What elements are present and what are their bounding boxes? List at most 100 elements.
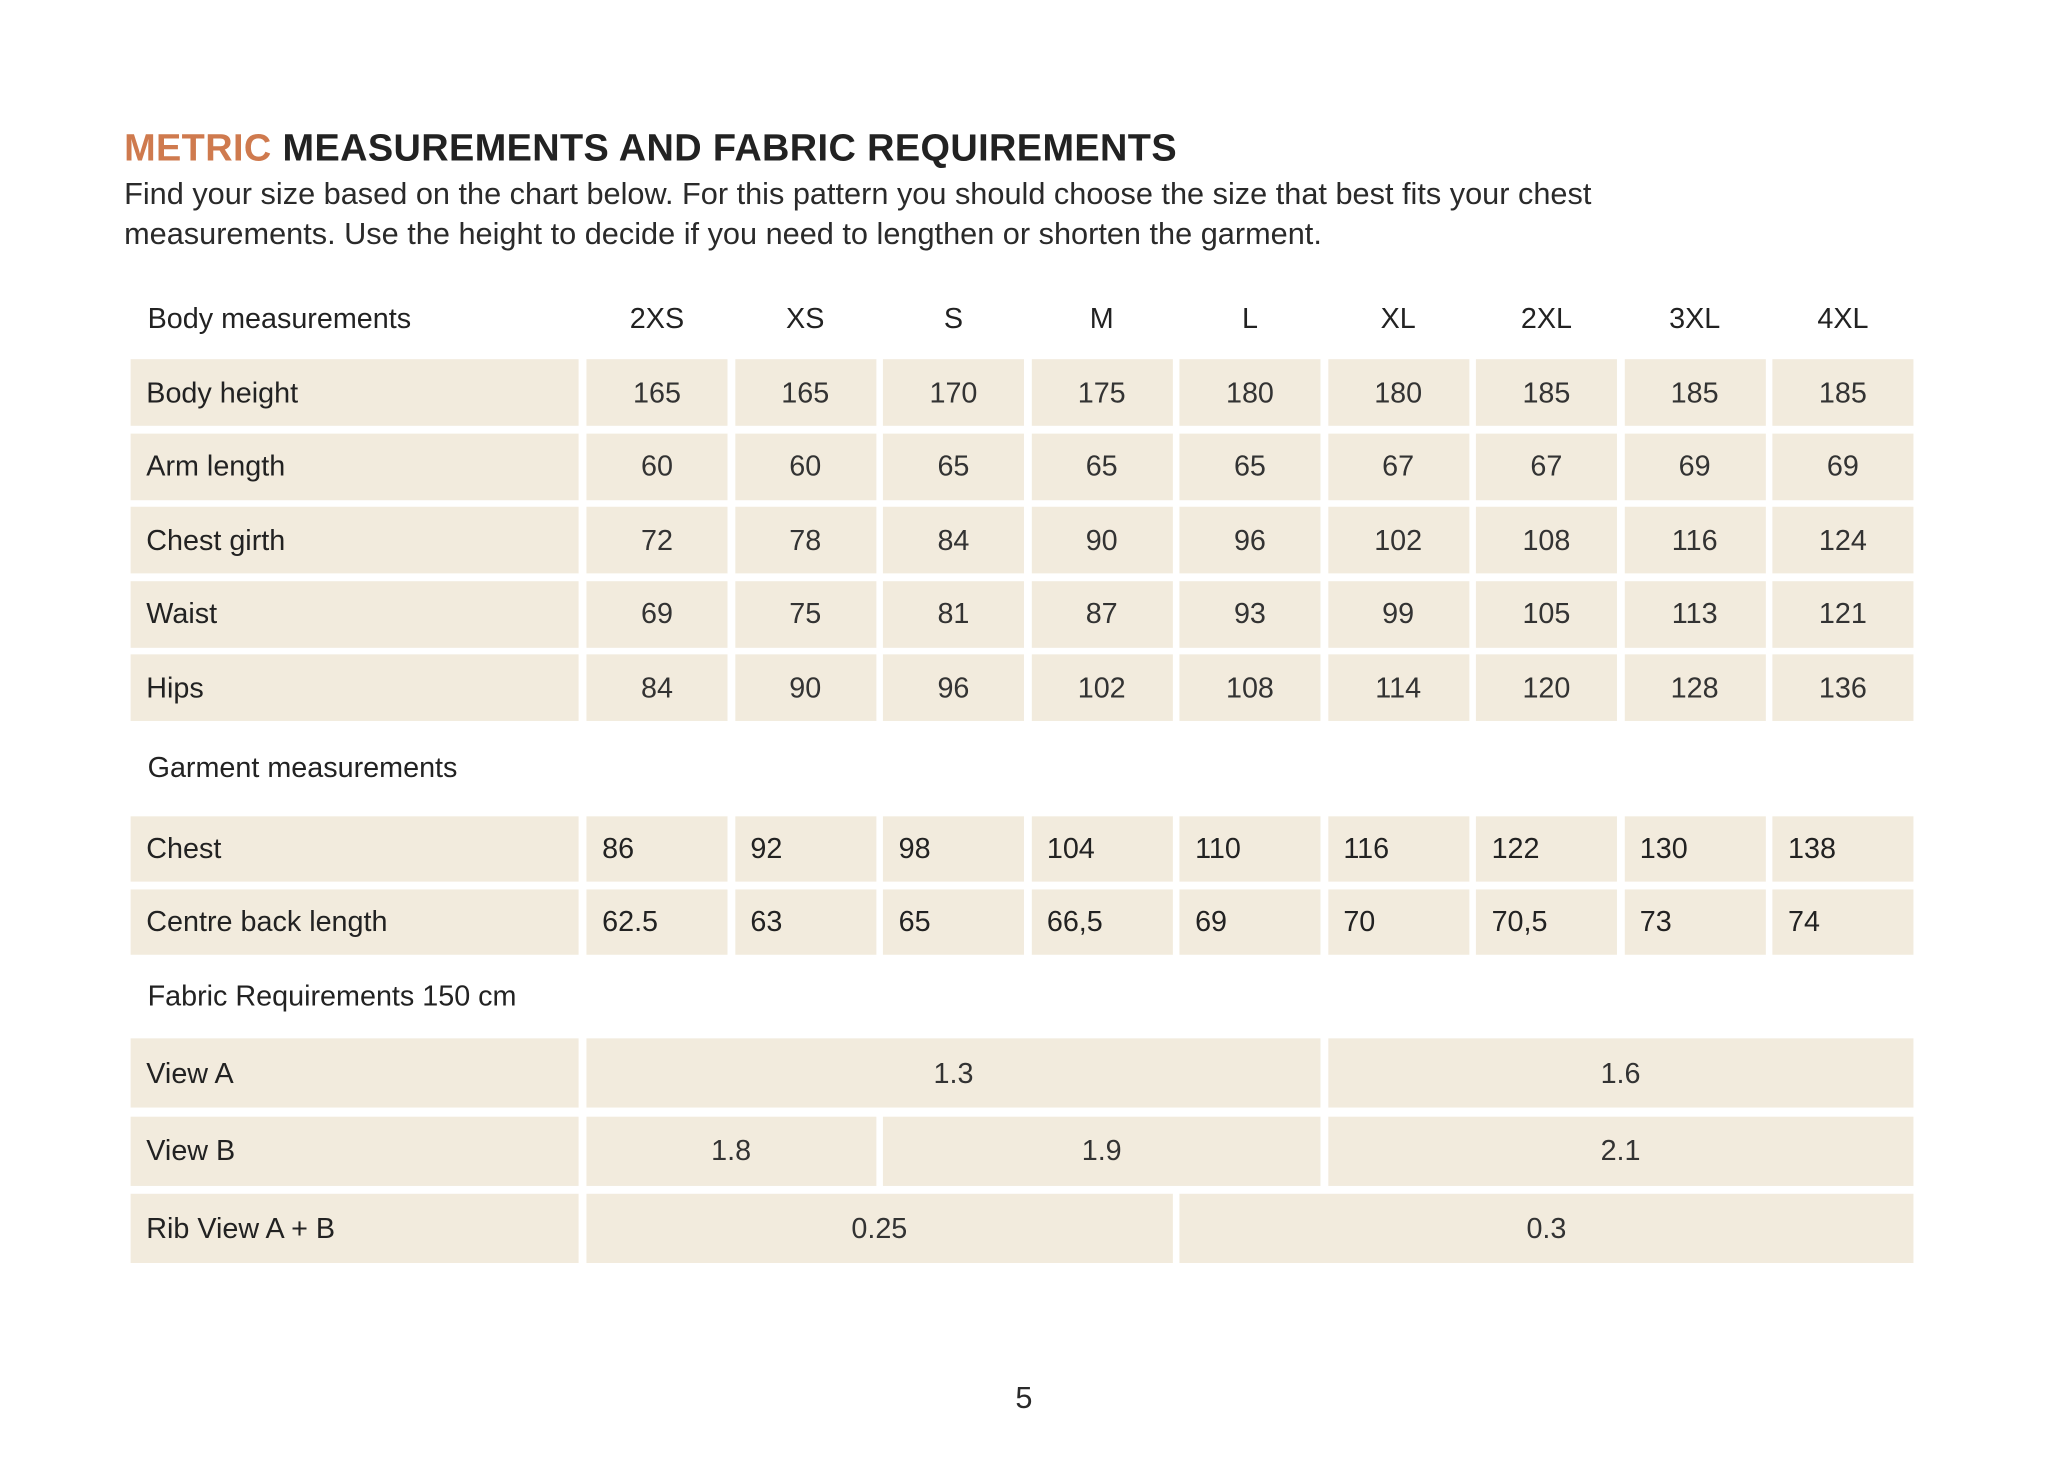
value-cell: 78 — [734, 506, 876, 574]
size-header: 4XL — [1817, 301, 1869, 335]
value-cell: 108 — [1475, 506, 1617, 574]
description-line: Find your size based on the chart below.… — [124, 176, 1592, 211]
value-cell: 65 — [1031, 432, 1173, 500]
value-cell: 75 — [734, 580, 876, 648]
row-label: Waist — [130, 580, 579, 648]
value-cell: 60 — [734, 432, 876, 500]
value-cell: 70 — [1327, 889, 1469, 955]
value-cell: 130 — [1624, 816, 1766, 882]
value-cell: 122 — [1475, 816, 1617, 882]
value-cell: 69 — [1772, 432, 1914, 500]
value-cell: 2.1 — [1327, 1116, 1914, 1186]
value-cell: 73 — [1624, 889, 1766, 955]
size-header: 3XL — [1669, 301, 1721, 335]
value-cell: 116 — [1327, 816, 1469, 882]
value-cell: 96 — [882, 654, 1024, 721]
value-cell: 63 — [734, 889, 876, 955]
value-cell: 0.25 — [586, 1193, 1173, 1263]
row-label: Body height — [130, 359, 579, 426]
value-cell: 138 — [1772, 816, 1914, 882]
value-cell: 180 — [1327, 359, 1469, 426]
value-cell: 128 — [1624, 654, 1766, 721]
row-label: View B — [130, 1116, 579, 1186]
value-cell: 102 — [1031, 654, 1173, 721]
section-label: Garment measurements — [147, 751, 458, 784]
value-cell: 81 — [882, 580, 1024, 648]
size-header: L — [1241, 301, 1258, 335]
value-cell: 65 — [882, 889, 1024, 955]
value-cell: 0.3 — [1179, 1193, 1914, 1263]
value-cell: 65 — [1179, 432, 1321, 500]
value-cell: 1.3 — [586, 1038, 1321, 1108]
value-cell: 99 — [1327, 580, 1469, 648]
value-cell: 165 — [586, 359, 728, 426]
row-label: Hips — [130, 654, 579, 721]
size-header: XS — [786, 301, 825, 335]
value-cell: 185 — [1772, 359, 1914, 426]
value-cell: 93 — [1179, 580, 1321, 648]
value-cell: 86 — [586, 816, 728, 882]
size-header: S — [943, 301, 964, 335]
value-cell: 124 — [1772, 506, 1914, 574]
size-header: 2XL — [1520, 301, 1572, 335]
value-cell: 84 — [882, 506, 1024, 574]
value-cell: 67 — [1475, 432, 1617, 500]
title: METRIC MEASUREMENTS AND FABRIC REQUIREME… — [124, 128, 1177, 171]
section-label: Body measurements — [147, 301, 412, 335]
size-header: XL — [1380, 301, 1416, 335]
value-cell: 87 — [1031, 580, 1173, 648]
value-cell: 120 — [1475, 654, 1617, 721]
value-cell: 185 — [1475, 359, 1617, 426]
row-label: Chest — [130, 816, 579, 882]
value-cell: 110 — [1179, 816, 1321, 882]
page-number: 5 — [1015, 1380, 1033, 1415]
value-cell: 69 — [1624, 432, 1766, 500]
title-accent: METRIC — [124, 127, 272, 170]
value-cell: 66,5 — [1031, 889, 1173, 955]
value-cell: 165 — [734, 359, 876, 426]
value-cell: 1.9 — [882, 1116, 1321, 1186]
value-cell: 72 — [586, 506, 728, 574]
value-cell: 69 — [1179, 889, 1321, 955]
value-cell: 114 — [1327, 654, 1469, 721]
value-cell: 92 — [734, 816, 876, 882]
value-cell: 74 — [1772, 889, 1914, 955]
value-cell: 175 — [1031, 359, 1173, 426]
value-cell: 84 — [586, 654, 728, 721]
row-label: Chest girth — [130, 506, 579, 574]
value-cell: 98 — [882, 816, 1024, 882]
description-line: measurements. Use the height to decide i… — [124, 216, 1322, 251]
size-header: M — [1089, 301, 1114, 335]
value-cell: 65 — [882, 432, 1024, 500]
value-cell: 121 — [1772, 580, 1914, 648]
value-cell: 113 — [1624, 580, 1766, 648]
row-label: View A — [130, 1038, 579, 1108]
value-cell: 1.8 — [586, 1116, 876, 1186]
value-cell: 96 — [1179, 506, 1321, 574]
value-cell: 60 — [586, 432, 728, 500]
row-label: Rib View A + B — [130, 1193, 579, 1263]
value-cell: 1.6 — [1327, 1038, 1914, 1108]
value-cell: 170 — [882, 359, 1024, 426]
section-label: Fabric Requirements 150 cm — [147, 979, 517, 1013]
value-cell: 180 — [1179, 359, 1321, 426]
value-cell: 67 — [1327, 432, 1469, 500]
value-cell: 136 — [1772, 654, 1914, 721]
value-cell: 105 — [1475, 580, 1617, 648]
value-cell: 62.5 — [586, 889, 728, 955]
value-cell: 108 — [1179, 654, 1321, 721]
title-main: MEASUREMENTS AND FABRIC REQUIREMENTS — [271, 127, 1177, 170]
value-cell: 116 — [1624, 506, 1766, 574]
row-label: Centre back length — [130, 889, 579, 955]
value-cell: 185 — [1624, 359, 1766, 426]
size-header: 2XS — [629, 301, 685, 335]
value-cell: 90 — [1031, 506, 1173, 574]
value-cell: 69 — [586, 580, 728, 648]
value-cell: 104 — [1031, 816, 1173, 882]
value-cell: 90 — [734, 654, 876, 721]
value-cell: 70,5 — [1475, 889, 1617, 955]
value-cell: 102 — [1327, 506, 1469, 574]
row-label: Arm length — [130, 432, 579, 500]
